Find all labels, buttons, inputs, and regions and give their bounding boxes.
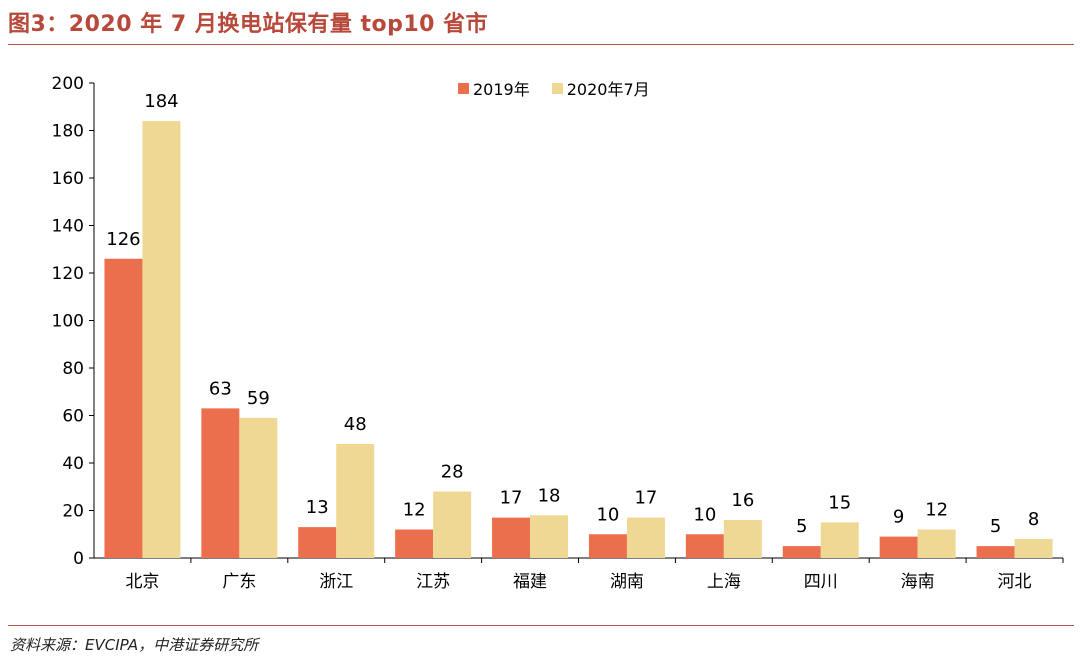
data-label: 63 (209, 378, 232, 399)
footer-rule (8, 625, 1074, 626)
data-label: 184 (144, 91, 178, 112)
bar-2019 (298, 527, 337, 558)
legend-swatch-2019 (458, 82, 469, 94)
bar-2019 (492, 517, 531, 558)
bar-2019 (976, 546, 1015, 558)
bar-2019 (685, 534, 724, 558)
data-label: 8 (1028, 509, 1039, 530)
x-tick-label: 河北 (998, 572, 1032, 592)
bar-2020 (626, 517, 665, 558)
y-tick-label: 0 (73, 549, 84, 569)
data-label: 16 (731, 490, 754, 511)
chart-legend: 2019年 2020年7月 (458, 76, 672, 100)
y-tick-label: 140 (52, 217, 84, 237)
y-tick-label: 160 (52, 169, 84, 189)
bar-2019 (782, 546, 821, 558)
bar-2020 (1014, 539, 1053, 558)
data-label: 12 (403, 500, 426, 521)
data-label: 17 (500, 488, 523, 509)
bar-2020 (336, 444, 375, 558)
bar-2019 (879, 536, 918, 558)
data-label: 12 (925, 500, 948, 521)
bar-2020 (917, 529, 956, 558)
x-tick-label: 浙江 (319, 572, 353, 592)
x-tick-label: 广东 (222, 572, 256, 592)
x-tick-label: 福建 (513, 572, 547, 592)
bar-2020 (239, 417, 278, 558)
legend-label-2019: 2019年 (473, 80, 530, 99)
legend-item-2020: 2020年7月 (551, 76, 650, 100)
data-label: 15 (828, 492, 851, 513)
y-tick-label: 120 (52, 264, 84, 284)
y-tick-label: 200 (52, 74, 84, 94)
data-label: 5 (796, 516, 807, 537)
y-tick-label: 100 (52, 312, 84, 332)
bar-2020 (723, 520, 762, 558)
data-label: 18 (538, 485, 561, 506)
x-tick-label: 海南 (901, 572, 935, 592)
bar-2020 (530, 515, 569, 558)
data-label: 9 (893, 507, 904, 528)
x-tick-label: 上海 (707, 572, 741, 592)
x-tick-label: 北京 (125, 572, 159, 592)
bar-2019 (104, 258, 143, 558)
source-note: 资料来源：EVCIPA，中港证券研究所 (10, 636, 259, 654)
y-tick-label: 40 (62, 454, 84, 474)
bar-2020 (433, 491, 472, 558)
x-tick-label: 湖南 (610, 572, 644, 592)
title-rule (8, 44, 1074, 45)
y-tick-label: 80 (62, 359, 84, 379)
y-tick-label: 20 (62, 502, 84, 522)
bar-2020 (820, 522, 859, 558)
legend-label-2020: 2020年7月 (566, 80, 650, 99)
x-tick-label: 四川 (804, 572, 838, 592)
bar-2020 (142, 121, 181, 558)
data-label: 10 (693, 504, 716, 525)
data-label: 10 (596, 504, 619, 525)
data-label: 17 (634, 488, 657, 509)
data-label: 13 (306, 497, 329, 518)
data-label: 126 (106, 229, 140, 250)
data-label: 48 (344, 414, 367, 435)
data-label: 28 (441, 462, 464, 483)
data-label: 5 (990, 516, 1001, 537)
legend-swatch-2020 (551, 82, 563, 94)
bar-2019 (588, 534, 627, 558)
figure-title: 图3：2020 年 7 月换电站保有量 top10 省市 (8, 12, 489, 37)
bar-2019 (395, 529, 434, 558)
legend-item-2019: 2019年 (458, 76, 530, 100)
x-tick-label: 江苏 (416, 572, 450, 592)
y-tick-label: 60 (62, 407, 84, 427)
y-tick-label: 180 (52, 122, 84, 142)
data-label: 59 (247, 388, 270, 409)
bar-2019 (201, 408, 240, 558)
